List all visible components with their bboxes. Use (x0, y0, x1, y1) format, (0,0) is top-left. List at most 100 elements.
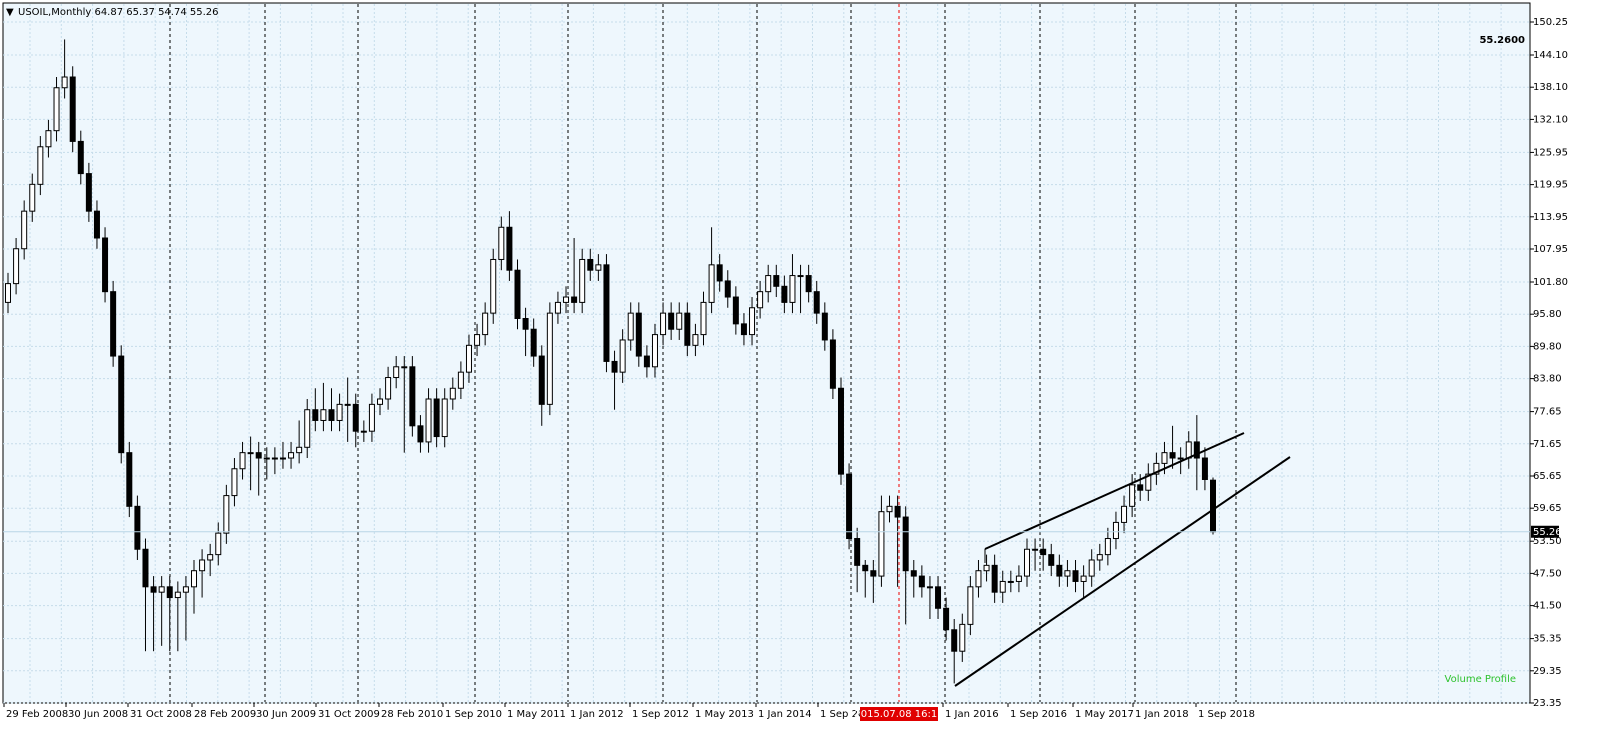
candle-body (401, 366, 408, 369)
candle-body (191, 570, 198, 588)
candle-body (1072, 570, 1079, 582)
y-tick-label: 53.50 (1533, 536, 1562, 547)
candle-body (627, 312, 634, 341)
y-tick-label: 144.10 (1533, 50, 1568, 61)
candle-body (563, 296, 570, 303)
trendlines (954, 432, 1291, 687)
candle-body (320, 409, 327, 421)
y-tick-label: 65.65 (1533, 471, 1562, 482)
period-separators (169, 4, 1237, 702)
candle-body (1023, 548, 1030, 577)
candle-body (377, 398, 384, 405)
y-tick-label: 59.65 (1533, 503, 1562, 514)
candles (5, 39, 1216, 684)
candle-body (651, 334, 658, 368)
candle-body (1145, 473, 1152, 491)
candle-body (643, 355, 650, 368)
candle-body (77, 140, 84, 175)
y-tick-label: 119.95 (1533, 180, 1568, 191)
candle-body (1112, 521, 1119, 540)
candle-body (983, 564, 990, 572)
candle-body (935, 586, 942, 609)
candle-body (13, 248, 20, 285)
candle-body (29, 183, 36, 212)
candle-body (789, 275, 796, 303)
candle-body (288, 452, 295, 459)
candle-body (255, 452, 262, 459)
candle-body (1040, 548, 1047, 556)
candle-body (1048, 554, 1055, 566)
candle-body (223, 495, 230, 534)
candle-body (797, 275, 804, 278)
y-tick-label: 138.10 (1533, 82, 1568, 93)
candle-body (393, 366, 400, 379)
candle-body (150, 586, 157, 593)
last-price-box (1531, 525, 1559, 538)
y-tick-label: 125.95 (1533, 147, 1568, 158)
candle-body (813, 291, 820, 314)
candle-body (870, 570, 877, 577)
candle-body (805, 275, 812, 293)
candle-body (21, 210, 28, 250)
x-tick-label: 1 Sep 2010 (445, 709, 502, 720)
candle-body (1121, 505, 1128, 523)
menu-arrow[interactable]: ▼ (6, 7, 14, 18)
candle-body (1032, 548, 1039, 551)
candle-body (498, 226, 505, 260)
candle-body (1169, 452, 1176, 459)
candle-body (409, 366, 416, 427)
candle-body (902, 516, 909, 572)
candle-body (918, 575, 925, 588)
y-tick-label: 107.95 (1533, 244, 1568, 255)
candle-body (991, 564, 998, 593)
candle-body (894, 505, 901, 518)
candle-body (118, 355, 125, 454)
candle-body (530, 328, 537, 357)
grid (3, 4, 1530, 704)
candle-body (360, 430, 367, 433)
axes: 150.25 144.10 138.10 132.10 125.95 119.95 113.… (3, 17, 1568, 720)
candle-body (732, 296, 739, 325)
y-tick-label: 83.80 (1533, 374, 1562, 385)
candle-body (603, 264, 610, 362)
candle-body (1185, 441, 1192, 459)
candle-body (878, 511, 885, 577)
candle-body (182, 586, 189, 593)
candle-body (482, 312, 489, 336)
trendline (954, 456, 1291, 687)
candle-body (231, 468, 238, 497)
candle-body (708, 264, 715, 303)
x-tick-label: 1 Sep 2018 (1198, 709, 1255, 720)
x-tick-label: 1 Jan 2018 (1135, 709, 1189, 720)
x-tick-label: 1 Sep 201 (820, 709, 871, 720)
candle-body (1210, 479, 1216, 533)
candle-body (1096, 554, 1103, 561)
x-tick-label: 1 May 2013 (695, 709, 754, 720)
candle-body (239, 452, 246, 470)
x-tick-label: 1 Sep 2016 (1010, 709, 1067, 720)
candle-body (757, 291, 764, 309)
candle-body (417, 425, 424, 443)
candle-body (967, 586, 974, 625)
candle-body (1177, 457, 1184, 460)
candle-body (579, 258, 586, 303)
candle-body (352, 403, 359, 432)
candle-body (142, 548, 149, 588)
y-tick-label: 29.35 (1533, 666, 1562, 677)
candle-body (506, 226, 513, 271)
candle-body (765, 275, 772, 293)
candle-body (328, 409, 335, 421)
candle-body (684, 312, 691, 346)
candle-body (1129, 484, 1136, 507)
y-tick-label: 101.80 (1533, 277, 1568, 288)
y-tick-label: 71.65 (1533, 439, 1562, 450)
candle-body (102, 237, 109, 293)
candle-body (571, 296, 578, 303)
candle-body (676, 312, 683, 330)
candle-body (781, 285, 788, 303)
candle-body (474, 334, 481, 346)
plot-area (2, 2, 1531, 704)
y-tick-label: 77.65 (1533, 407, 1562, 418)
candle-body (1193, 441, 1200, 459)
